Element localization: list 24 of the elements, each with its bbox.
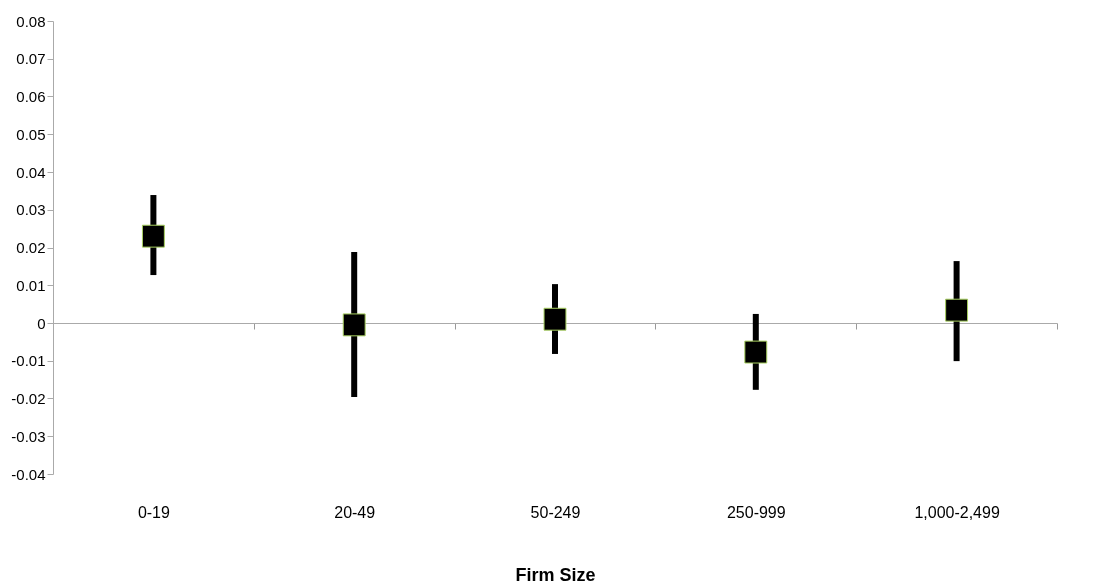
point [543,307,567,331]
point [141,224,165,248]
point [945,298,969,322]
x-tick-label: 0-19 [137,503,171,521]
x-tick-label: 50-249 [530,503,581,521]
y-tick-label: 0.01 [16,276,46,294]
y-tick-label: -0.01 [11,352,46,370]
x-tick-label: 1,000-2,499 [914,503,1000,521]
y-tick-label: 0.06 [16,88,46,105]
y-tick-label: 0.05 [16,125,46,143]
y-tick-label: 0.02 [16,239,46,256]
y-tick-label: 0.04 [16,163,46,181]
x-tick-label: 20-49 [334,503,376,521]
y-tick-label: 0.03 [16,201,46,219]
y-tick-label: 0.07 [16,50,46,68]
point [744,340,768,364]
y-tick-label: -0.03 [11,427,46,445]
y-tick-label: -0.04 [11,465,46,483]
x-tick-label: 250-999 [726,503,786,521]
x-axis-title: Firm Size [515,564,596,584]
y-tick-label: 0.08 [16,12,46,30]
y-tick-label: -0.02 [11,390,46,407]
point [342,313,366,337]
y-tick-label: 0 [37,314,46,332]
